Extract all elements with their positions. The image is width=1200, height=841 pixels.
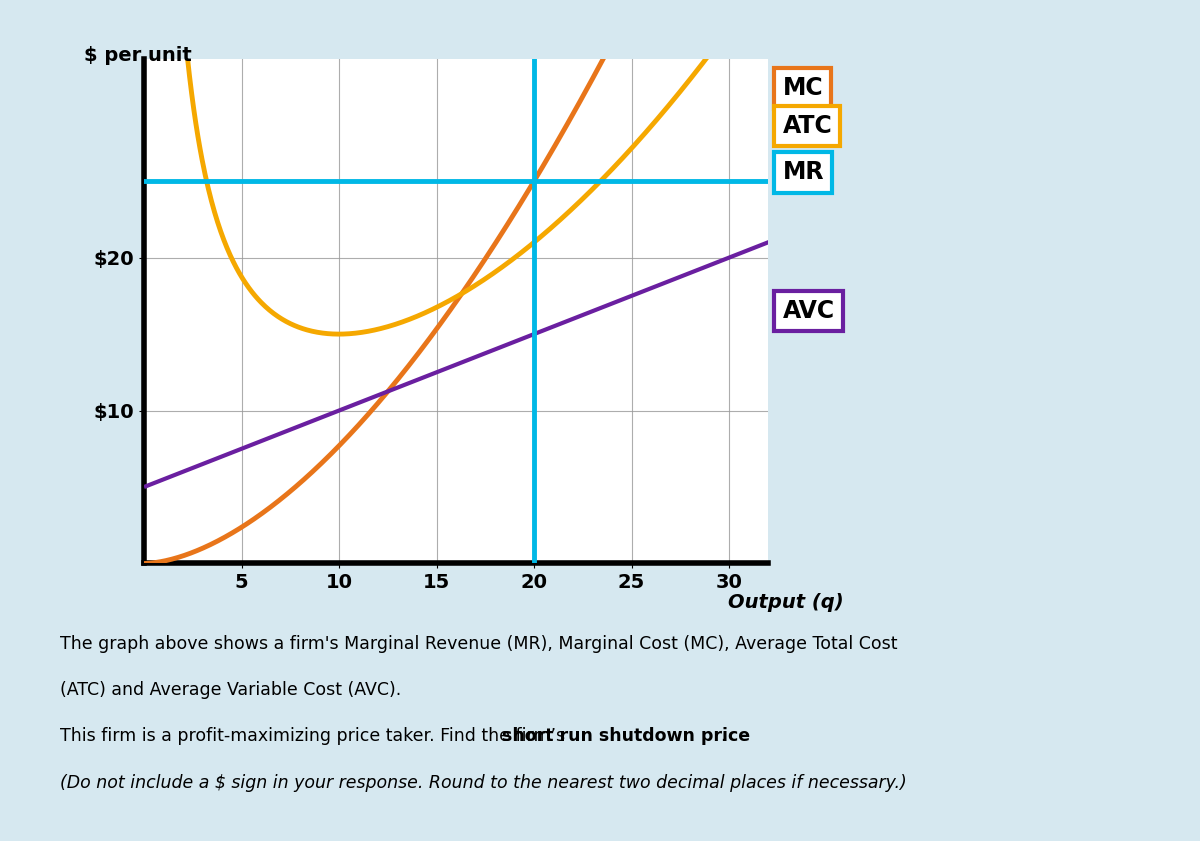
Text: short run shutdown price: short run shutdown price — [502, 727, 750, 745]
Text: (Do not include a $ sign in your response. Round to the nearest two decimal plac: (Do not include a $ sign in your respons… — [60, 774, 907, 791]
Text: AVC: AVC — [782, 299, 834, 323]
Text: Output (q): Output (q) — [728, 593, 844, 612]
Text: ATC: ATC — [782, 114, 832, 138]
Text: $ per unit: $ per unit — [84, 46, 192, 66]
Text: This firm is a profit-maximizing price taker. Find the firm’s: This firm is a profit-maximizing price t… — [60, 727, 571, 745]
Text: (ATC) and Average Variable Cost (AVC).: (ATC) and Average Variable Cost (AVC). — [60, 681, 401, 699]
Text: The graph above shows a firm's Marginal Revenue (MR), Marginal Cost (MC), Averag: The graph above shows a firm's Marginal … — [60, 635, 898, 653]
Text: .: . — [720, 727, 726, 745]
Text: MR: MR — [782, 161, 824, 184]
Text: MC: MC — [782, 77, 823, 100]
